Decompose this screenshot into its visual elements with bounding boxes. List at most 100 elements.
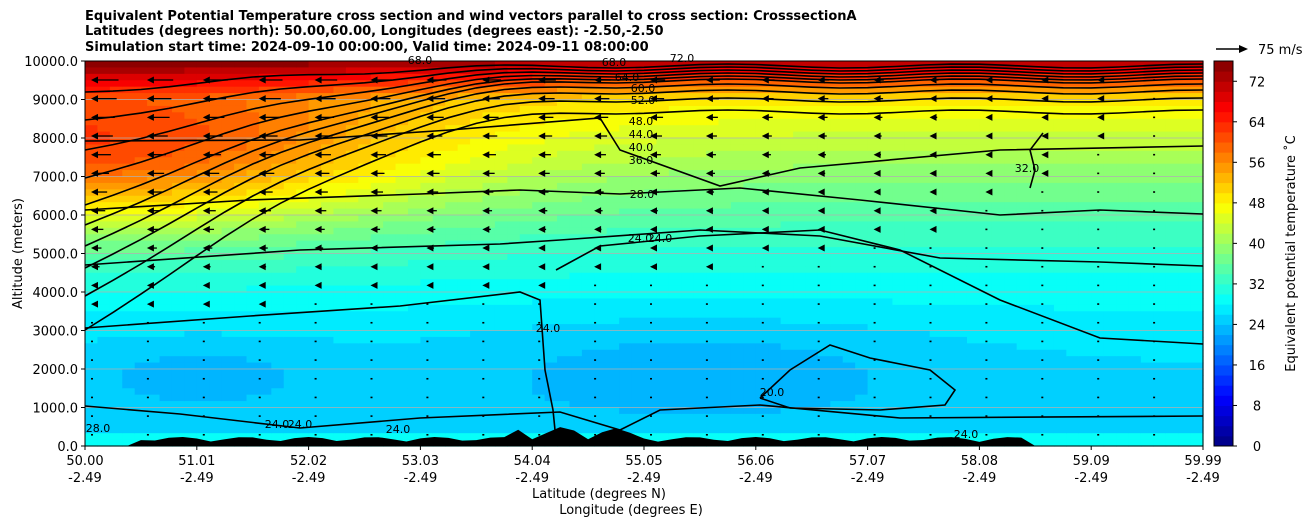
field-cell [730, 234, 744, 242]
field-cell [283, 234, 297, 242]
field-cell [768, 157, 782, 165]
field-cell [619, 182, 633, 190]
field-cell [159, 118, 173, 126]
field-cell [917, 215, 931, 223]
field-cell [1041, 234, 1055, 242]
field-cell [370, 394, 384, 402]
field-cell [134, 349, 148, 357]
field-cell [445, 304, 459, 312]
field-cell [793, 311, 807, 319]
field-cell [246, 208, 260, 216]
field-cell [979, 317, 993, 325]
field-cell [532, 413, 546, 421]
field-cell [855, 208, 869, 216]
field-cell [134, 208, 148, 216]
field-cell [544, 138, 558, 146]
field-cell [557, 131, 571, 139]
field-cell [743, 369, 757, 377]
field-cell [221, 170, 235, 178]
field-cell [308, 401, 322, 409]
field-cell [780, 215, 794, 223]
field-cell [221, 401, 235, 409]
field-cell [283, 163, 297, 171]
field-cell [358, 324, 372, 332]
field-cell [321, 215, 335, 223]
field-cell [246, 163, 260, 171]
field-cell [407, 253, 421, 261]
field-cell [420, 272, 434, 280]
field-cell [979, 407, 993, 415]
field-cell [321, 426, 335, 434]
field-cell [196, 157, 210, 165]
field-cell [171, 195, 185, 203]
field-cell [383, 208, 397, 216]
field-cell [532, 336, 546, 344]
field-cell [1029, 99, 1043, 107]
field-cell [830, 369, 844, 377]
field-cell [830, 163, 844, 171]
field-cell [594, 215, 608, 223]
field-cell [904, 80, 918, 88]
field-cell [333, 253, 347, 261]
field-cell [1078, 189, 1092, 197]
field-cell [867, 125, 881, 133]
field-cell [917, 324, 931, 332]
field-cell [383, 67, 397, 75]
field-cell [817, 144, 831, 152]
field-cell [681, 86, 695, 94]
field-cell [954, 138, 968, 146]
field-cell [793, 336, 807, 344]
field-cell [246, 227, 260, 235]
field-cell [855, 227, 869, 235]
field-cell [209, 272, 223, 280]
field-cell [246, 131, 260, 139]
field-cell [904, 118, 918, 126]
field-cell [383, 253, 397, 261]
field-cell [619, 311, 633, 319]
field-cell [942, 272, 956, 280]
field-cell [544, 292, 558, 300]
field-cell [147, 138, 161, 146]
field-cell [1053, 272, 1067, 280]
field-cell [581, 317, 595, 325]
field-cell [395, 61, 409, 69]
field-cell [470, 221, 484, 229]
field-cell [184, 272, 198, 280]
field-cell [85, 67, 99, 75]
field-cell [681, 343, 695, 351]
field-cell [780, 317, 794, 325]
field-cell [718, 150, 732, 158]
field-cell [644, 86, 658, 94]
field-cell [1103, 343, 1117, 351]
field-cell [171, 375, 185, 383]
field-cell [1091, 112, 1105, 120]
field-cell [507, 240, 521, 248]
field-cell [171, 227, 185, 235]
field-cell [445, 67, 459, 75]
field-cell [171, 144, 185, 152]
field-cell [209, 304, 223, 312]
field-cell [321, 369, 335, 377]
field-cell [855, 292, 869, 300]
field-cell [730, 259, 744, 267]
field-cell [668, 330, 682, 338]
field-cell [159, 227, 173, 235]
field-cell [954, 189, 968, 197]
field-cell [420, 401, 434, 409]
field-cell [706, 311, 720, 319]
field-cell [1091, 189, 1105, 197]
field-cell [1078, 163, 1092, 171]
field-cell [966, 157, 980, 165]
field-cell [718, 125, 732, 133]
field-cell [271, 215, 285, 223]
field-cell [209, 375, 223, 383]
field-cell [929, 234, 943, 242]
field-cell [420, 215, 434, 223]
field-cell [594, 330, 608, 338]
field-cell [830, 234, 844, 242]
field-cell [581, 240, 595, 248]
field-cell [917, 279, 931, 287]
field-cell [383, 401, 397, 409]
field-cell [1041, 292, 1055, 300]
field-cell [830, 317, 844, 325]
